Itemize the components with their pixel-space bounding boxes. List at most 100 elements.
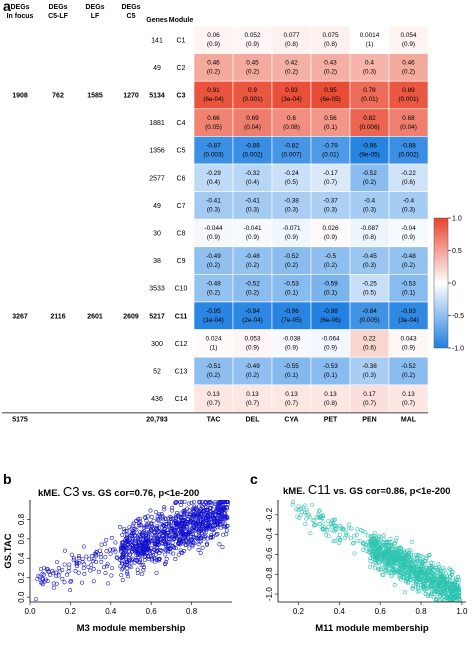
- scatter-point: [457, 577, 462, 582]
- scatter-point: [412, 576, 417, 581]
- scatter-point: [200, 517, 205, 522]
- scatter-point: [147, 549, 152, 554]
- cell-p-C5-CYA: (0.007): [281, 151, 301, 158]
- cell-cor-C3-PET: 0.95: [324, 87, 337, 94]
- scatter-point: [450, 570, 455, 575]
- cell-p-C4-TAC: (0.05): [205, 124, 222, 131]
- scatter-point: [117, 557, 122, 562]
- scatter-point: [173, 534, 178, 539]
- scatter-point: [429, 592, 434, 597]
- scatter-point: [173, 557, 178, 561]
- module-label-C6: C6: [177, 175, 186, 182]
- cell-cor-C13-TAC: -0.51: [206, 363, 221, 370]
- scatter-point: [169, 515, 174, 520]
- scatter-point: [134, 558, 139, 563]
- scatter-point: [104, 537, 109, 542]
- heatmap-cell-C3-CYA: [271, 80, 312, 110]
- genes-count-C14: 436: [151, 396, 163, 403]
- scatter-point: [173, 525, 178, 530]
- scatter-point: [442, 580, 447, 585]
- genes-count-C6: 2577: [149, 175, 165, 182]
- module-label-C14: C14: [175, 396, 188, 403]
- scatter-point: [143, 546, 148, 551]
- scatter-point: [326, 524, 331, 529]
- scatter-point: [454, 595, 459, 600]
- cell-cor-C1-PEN: 0.0014: [360, 32, 380, 39]
- heatmap-cell-C11-PEN: [349, 301, 390, 330]
- scatter-point: [412, 579, 416, 584]
- scatter-point: [119, 572, 124, 577]
- cell-p-C12-PEN: (0.6): [363, 345, 376, 352]
- heatmap-cell-C9-PET: [310, 246, 351, 275]
- scatter-point: [308, 531, 313, 536]
- scatter-point: [161, 517, 166, 522]
- genes-count-C5: 1356: [149, 148, 165, 155]
- scatter-point: [145, 538, 150, 543]
- y-tick-label-c-0: -0.2: [265, 507, 274, 521]
- scatter-point: [183, 535, 188, 540]
- scatter-point: [383, 554, 387, 559]
- heatmap-cell-C14-DEL: [232, 384, 273, 413]
- scatter-point: [149, 553, 154, 558]
- scatter-point: [223, 499, 228, 504]
- cell-p-C10-MAL: (0.1): [402, 289, 415, 296]
- scatter-point: [423, 568, 428, 573]
- scatter-point: [98, 555, 103, 560]
- scatter-point: [149, 514, 154, 519]
- scatter-point: [305, 513, 310, 518]
- scatter-point: [98, 552, 103, 557]
- cell-p-C6-PEN: (0.2): [363, 179, 376, 186]
- scatter-point: [164, 556, 169, 561]
- module-label-C4: C4: [177, 120, 186, 127]
- scatter-point: [402, 557, 407, 562]
- scatter-point: [212, 501, 217, 506]
- scatter-point: [375, 551, 380, 556]
- scatter-point: [163, 552, 168, 557]
- scatter-point: [397, 550, 402, 555]
- scatter-point: [389, 548, 394, 553]
- y-tick-label-b-1: 0.2: [17, 572, 26, 584]
- scatter-point: [383, 565, 388, 569]
- scatter-point: [157, 557, 162, 562]
- scatter-point: [448, 583, 453, 588]
- scatter-point: [110, 566, 115, 571]
- scatter-point: [135, 571, 140, 576]
- heatmap-cell-C7-TAC: [193, 191, 234, 220]
- cell-cor-C10-DEL: -0.52: [245, 280, 260, 287]
- heatmap-cell-C13-CYA: [271, 356, 312, 386]
- scatter-point: [191, 506, 196, 511]
- scatter-point: [166, 543, 171, 548]
- heatmap-cell-C4-MAL: [388, 108, 429, 137]
- scatter-point: [201, 508, 206, 513]
- scatter-point: [426, 566, 431, 570]
- cell-cor-C2-PEN: 0.4: [365, 60, 374, 67]
- scatter-point: [419, 564, 424, 569]
- heatmap-cell-C2-CYA: [271, 53, 312, 82]
- scatter-point: [137, 516, 142, 521]
- scatter-point: [364, 542, 369, 547]
- title-module-c: C11: [308, 482, 331, 497]
- colorbar-tick-label-3: -0.5: [452, 313, 464, 320]
- scatter-point: [374, 541, 379, 546]
- scatter-point: [317, 508, 322, 513]
- scatter-point: [373, 566, 378, 571]
- scatter-point: [358, 539, 363, 544]
- scatter-point: [400, 574, 405, 579]
- scatter-point: [443, 583, 448, 588]
- scatter-point: [189, 500, 194, 505]
- scatter-point: [445, 594, 450, 599]
- scatter-point: [389, 570, 394, 575]
- scatter-point: [220, 502, 225, 507]
- scatter-point: [392, 570, 397, 575]
- scatter-point: [130, 531, 135, 536]
- scatter-point: [47, 569, 52, 574]
- scatter-points-b: [33, 499, 230, 602]
- scatter-point: [174, 521, 178, 526]
- scatter-point: [414, 569, 419, 574]
- heatmap-cell-C3-PEN: [349, 80, 390, 110]
- heatmap-cell-C12-TAC: [193, 329, 234, 358]
- scatter-point: [221, 532, 226, 537]
- scatter-point: [141, 533, 146, 538]
- scatter-point: [154, 534, 159, 539]
- scatter-point: [187, 508, 192, 513]
